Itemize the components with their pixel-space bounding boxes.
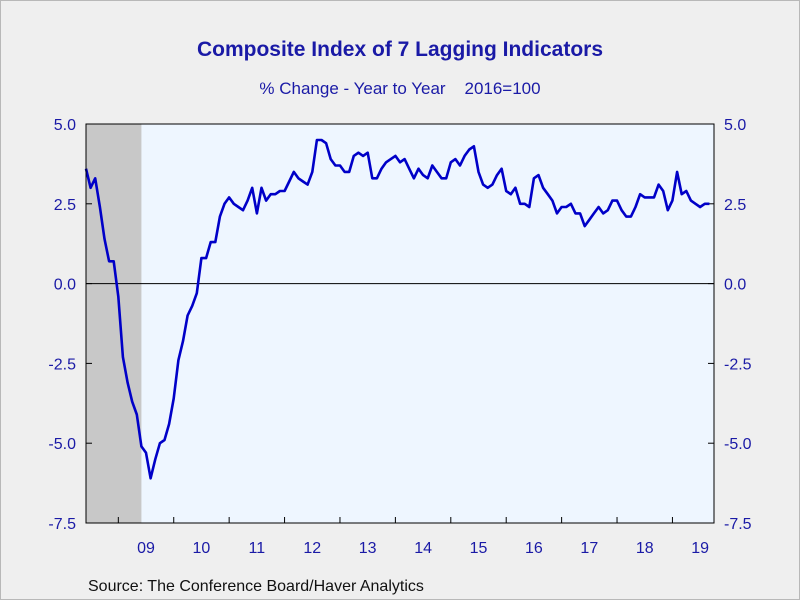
y-tick-label-left: 2.5 [54, 197, 76, 214]
y-tick-label-left: 5.0 [54, 117, 76, 134]
source-note: Source: The Conference Board/Haver Analy… [88, 578, 424, 595]
x-tick-label: 16 [525, 540, 543, 557]
chart-title: Composite Index of 7 Lagging Indicators [196, 38, 604, 61]
x-tick-label: 12 [303, 540, 321, 557]
x-tick-label: 14 [414, 540, 432, 557]
y-tick-label-right: 5.0 [724, 117, 746, 134]
y-tick-label-right: -5.0 [724, 436, 752, 453]
plot-area [86, 124, 714, 523]
recession-shading [86, 124, 142, 523]
x-tick-label: 17 [580, 540, 598, 557]
y-tick-label-right: -2.5 [724, 356, 752, 373]
y-tick-label-left: -2.5 [48, 356, 76, 373]
y-tick-label-left: -7.5 [48, 516, 76, 533]
x-tick-label: 15 [470, 540, 488, 557]
x-tick-label: 13 [359, 540, 377, 557]
y-tick-label-left: -5.0 [48, 436, 76, 453]
y-tick-label-left: 0.0 [54, 277, 76, 294]
series-line [84, 138, 710, 480]
x-tick-label: 09 [137, 540, 155, 557]
chart-subtitle: % Change - Year to Year 2016=100 [259, 79, 541, 98]
x-tick-label: 18 [636, 540, 654, 557]
y-tick-label-right: 2.5 [724, 197, 746, 214]
x-tick-label: 19 [691, 540, 709, 557]
x-tick-label: 10 [193, 540, 211, 557]
y-tick-label-right: 0.0 [724, 277, 746, 294]
y-tick-label-right: -7.5 [724, 516, 752, 533]
plot-border [85, 123, 715, 524]
x-tick-label: 11 [249, 540, 266, 557]
